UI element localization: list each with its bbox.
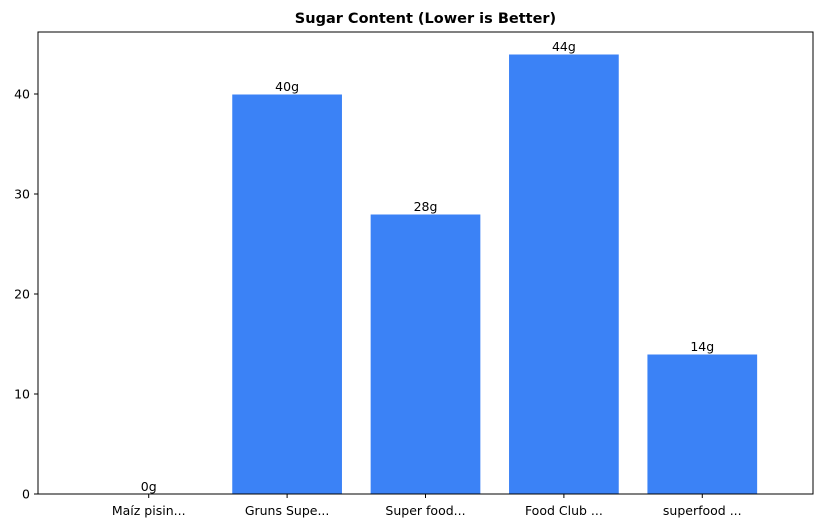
y-tick-label: 20: [14, 287, 30, 302]
data-label: 28g: [414, 199, 438, 214]
data-label: 40g: [275, 79, 299, 94]
y-tick-label: 10: [14, 387, 30, 402]
data-label: 14g: [690, 339, 714, 354]
plot-frame: [37, 31, 814, 495]
bar: [369, 213, 482, 495]
chart-title: Sugar Content (Lower is Better): [295, 11, 556, 27]
x-tick-label: Maíz pisin...: [112, 503, 186, 518]
x-tick-label: Food Club ...: [525, 503, 603, 518]
bar: [646, 353, 759, 495]
x-tick-label: superfood ...: [663, 503, 742, 518]
data-label: 44g: [552, 39, 576, 54]
bar: [508, 53, 620, 495]
x-tick-label: Super food...: [385, 503, 465, 518]
axes-layer: Maíz pisin... Gruns Supe... Super food... F…: [14, 31, 814, 518]
data-label: 0g: [141, 479, 157, 494]
data-labels-layer: 0g 40g 28g 44g 14g: [141, 39, 714, 494]
bars-layer: [231, 53, 759, 495]
bar: [231, 93, 343, 495]
y-tick-label: 30: [14, 187, 30, 202]
y-tick-label: 0: [22, 487, 30, 502]
y-tick-label: 40: [14, 87, 30, 102]
x-tick-label: Gruns Supe...: [245, 503, 330, 518]
